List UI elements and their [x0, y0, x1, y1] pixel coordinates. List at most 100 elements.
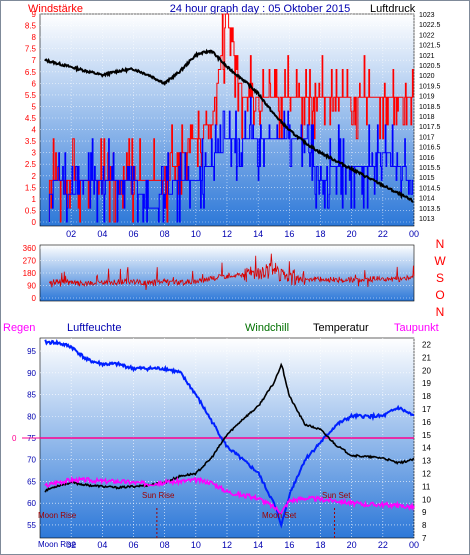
x-tick-label: 02: [66, 540, 76, 550]
temperature-tick: 9: [422, 508, 427, 517]
temperature-tick: 7: [422, 534, 427, 543]
wind-speed-tick: 1.5: [25, 183, 37, 192]
dewpoint-line: [44, 475, 415, 515]
wind-speed-tick: 7: [32, 56, 37, 65]
humidity-tick: 70: [27, 456, 36, 465]
temperature-tick: 12: [422, 469, 431, 478]
x-tick-label: 04: [97, 540, 107, 550]
x-tick-label: 12: [222, 229, 232, 239]
x-tick-label: 16: [284, 229, 294, 239]
x-tick-label: 14: [253, 229, 263, 239]
pressure-tick: 1014: [419, 196, 435, 203]
pressure-tick: 1017: [419, 134, 435, 141]
pressure-tick: 1013: [419, 216, 435, 223]
moon-rise-label: Moon Rise: [38, 511, 77, 520]
pressure-tick: 1016: [419, 155, 435, 162]
sun-rise-label: Sun Rise: [142, 491, 175, 500]
temperature-humidity-x-axis: 02 04 06 08 10 12 14 16 18 20 22 00: [66, 540, 419, 550]
pressure-tick: 1019: [419, 94, 435, 101]
x-tick-label: 18: [315, 229, 325, 239]
wind-pressure-series: [44, 13, 414, 223]
header-right-label: Luftdruck: [370, 3, 416, 15]
pressure-tick: 1015: [419, 175, 435, 182]
pressure-tick: 1023: [419, 12, 435, 19]
humidity-tick: 65: [27, 477, 36, 486]
x-tick-label: 10: [191, 540, 201, 550]
wind-direction-series: [49, 253, 415, 291]
temperature-tick: 11: [422, 482, 431, 491]
pressure-tick: 1016.5: [419, 145, 441, 152]
x-tick-label: 18: [315, 540, 325, 550]
humidity-tick: 60: [27, 499, 36, 508]
x-tick-label: 00: [409, 229, 419, 239]
temperature-axis: 7 8 9 10 11 12 13 14 15 16 17 18 19 20 21 22: [422, 340, 431, 543]
compass-label: N: [436, 237, 445, 251]
pressure-axis: 1013 1013.5 1014 1014.5 1015 1015.5 1016 1016.5…: [419, 12, 441, 223]
dewpoint-label: Taupunkt: [394, 322, 439, 334]
humidity-tick: 80: [27, 412, 36, 421]
wind-speed-tick: 7.5: [25, 45, 37, 54]
humidity-tick: 85: [27, 391, 36, 400]
wind-speed-tick: 1: [32, 195, 37, 204]
sun-set-label: Sun Set: [322, 491, 351, 500]
pressure-tick: 1021: [419, 53, 435, 60]
astro-annotations: Moon Rise Sun Rise Moon Set Sun Set Moon Ris…: [38, 491, 351, 549]
temperature-tick: 8: [422, 521, 427, 530]
pressure-tick: 1021.5: [419, 43, 441, 50]
compass-label: S: [436, 271, 444, 285]
direction-tick: 180: [23, 269, 37, 278]
pressure-tick: 1018.5: [419, 104, 441, 111]
x-tick-label: 22: [378, 229, 388, 239]
temperature-tick: 17: [422, 405, 431, 414]
temperature-tick: 15: [422, 431, 431, 440]
humidity-line: [44, 339, 415, 529]
wind-speed-tick: 2.5: [25, 160, 37, 169]
moon-set-label: Moon Set: [262, 511, 297, 520]
temperature-humidity-series: [40, 339, 415, 529]
moon-rise-bottom-label: Moon Rise: [38, 540, 77, 549]
wind-speed-tick: 9: [32, 10, 37, 19]
wind-direction-grid: [40, 247, 414, 299]
pressure-tick: 1022: [419, 32, 435, 39]
temperature-tick: 16: [422, 418, 431, 427]
temperature-tick: 14: [422, 444, 431, 453]
temperature-line: [44, 362, 415, 493]
x-tick-label: 06: [128, 229, 138, 239]
humidity-tick: 55: [27, 521, 36, 530]
humidity-label: Luftfeuchte: [67, 322, 121, 334]
wind-speed-tick: 3: [32, 149, 37, 158]
temperature-tick: 19: [422, 379, 431, 388]
pressure-tick: 1013.5: [419, 206, 441, 213]
wind-speed-tick: 6: [32, 79, 37, 88]
pressure-tick: 1015.5: [419, 165, 441, 172]
pressure-tick: 1017.5: [419, 124, 441, 131]
x-tick-label: 20: [347, 229, 357, 239]
x-tick-label: 08: [160, 229, 170, 239]
x-tick-label: 12: [222, 540, 232, 550]
temperature-tick: 20: [422, 366, 431, 375]
x-tick-label: 04: [97, 229, 107, 239]
x-tick-label: 08: [160, 540, 170, 550]
windchill-label: Windchill: [245, 322, 289, 334]
pressure-tick: 1020: [419, 73, 435, 80]
compass-label: N: [436, 305, 445, 319]
pressure-tick: 1022.5: [419, 22, 441, 29]
wind-pressure-grid: [40, 13, 415, 226]
x-tick-label: 02: [66, 229, 76, 239]
wind-speed-tick: 3.5: [25, 137, 37, 146]
header-title: 24 hour graph day : 05 Oktober 2015: [170, 3, 350, 15]
wind-speed-tick: 5: [32, 102, 37, 111]
wind-gust-line: [48, 13, 414, 223]
direction-tick: 90: [27, 282, 36, 291]
x-tick-label: 16: [284, 540, 294, 550]
humidity-tick: 90: [27, 369, 36, 378]
temperature-tick: 10: [422, 495, 431, 504]
compass-label: O: [435, 288, 444, 302]
x-tick-label: 10: [191, 229, 201, 239]
x-tick-label: 20: [347, 540, 357, 550]
humidity-tick: 95: [27, 347, 36, 356]
wind-speed-tick: 4.5: [25, 114, 37, 123]
